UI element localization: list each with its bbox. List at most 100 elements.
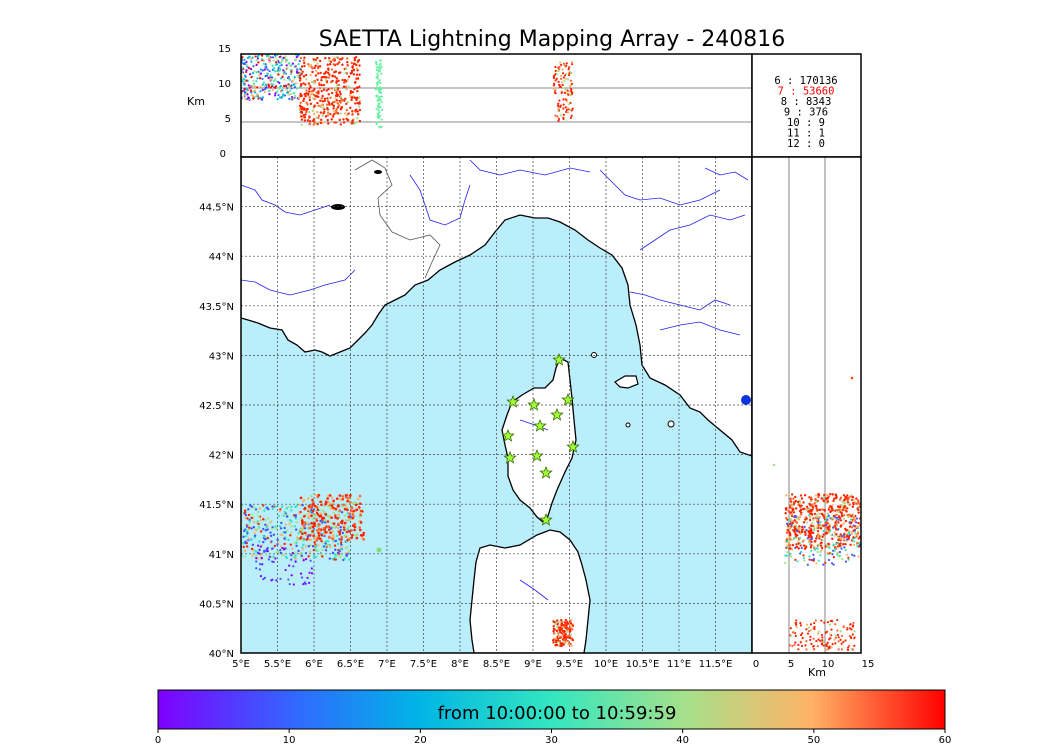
- source-dot: [807, 530, 810, 533]
- source-dot: [270, 527, 274, 531]
- source-dot: [322, 516, 326, 520]
- source-dot: [328, 63, 332, 66]
- source-dot: [568, 636, 571, 639]
- source-dot: [324, 115, 328, 118]
- source-dot: [837, 541, 840, 545]
- source-dot: [552, 76, 556, 80]
- source-dot: [348, 501, 352, 504]
- source-dot: [841, 508, 844, 512]
- source-dot: [253, 70, 256, 73]
- source-dot: [789, 504, 792, 507]
- source-dot: [285, 64, 288, 67]
- source-dot: [245, 89, 249, 92]
- source-dot: [835, 553, 839, 556]
- source-dot: [827, 531, 830, 534]
- source-dot: [283, 537, 286, 540]
- stats-row: 9 : 376: [784, 107, 828, 119]
- source-dot: [343, 112, 347, 115]
- source-dot: [790, 515, 794, 518]
- source-dot: [295, 58, 298, 61]
- source-dot: [555, 643, 559, 647]
- source-dot: [326, 525, 330, 529]
- longitude-labels: 5°E 5.5°E 6°E 6.5°E 7°E 7.5°E 8°E 8.5°E 9°E 9.5°E…: [232, 659, 732, 670]
- source-dot: [841, 500, 844, 503]
- source-dot: [348, 512, 351, 515]
- source-dot: [844, 560, 848, 563]
- source-dot: [303, 61, 306, 65]
- source-dot: [274, 92, 277, 95]
- source-dot: [794, 558, 797, 561]
- source-dot: [251, 554, 254, 557]
- source-dot: [818, 512, 821, 515]
- source-dot: [808, 502, 811, 506]
- source-dot: [336, 517, 339, 520]
- source-dot: [317, 544, 320, 547]
- source-dot: [834, 634, 837, 637]
- source-dot: [295, 55, 298, 59]
- source-dot: [803, 525, 806, 529]
- source-dot: [347, 550, 351, 553]
- source-dot: [555, 77, 558, 80]
- source-dot: [843, 499, 846, 502]
- source-dot: [380, 65, 383, 68]
- source-dot: [784, 507, 788, 510]
- source-dot: [846, 513, 849, 517]
- source-dot: [799, 552, 802, 555]
- source-dot: [335, 88, 338, 91]
- source-dot: [306, 497, 310, 500]
- source-dot: [795, 517, 799, 520]
- source-dot: [256, 86, 259, 89]
- source-dot: [794, 641, 797, 644]
- source-dot: [336, 62, 339, 66]
- right-tick-5: 5: [788, 659, 794, 670]
- source-dot: [845, 506, 848, 509]
- source-dot: [318, 82, 321, 85]
- source-dot: [794, 634, 797, 637]
- source-dot: [344, 97, 347, 100]
- source-dot: [789, 627, 792, 630]
- source-dot: [323, 528, 326, 532]
- source-dot: [298, 503, 302, 507]
- source-dot: [323, 110, 326, 114]
- source-dot: [265, 553, 268, 556]
- source-dot: [327, 93, 330, 96]
- lat-tick-label: 40°N: [209, 649, 234, 660]
- source-dot: [791, 631, 794, 634]
- source-dot: [351, 119, 354, 123]
- source-dot: [807, 626, 811, 629]
- source-dot: [312, 96, 315, 100]
- source-dot: [300, 108, 303, 111]
- source-dot: [564, 633, 567, 636]
- source-dot: [358, 528, 362, 532]
- source-dot: [808, 518, 812, 522]
- source-dot: [245, 69, 248, 72]
- source-dot: [268, 555, 271, 559]
- source-dot: [562, 623, 565, 627]
- source-dot: [839, 630, 842, 633]
- source-dot: [326, 97, 329, 100]
- source-dot: [829, 492, 832, 496]
- source-dot: [297, 54, 300, 57]
- source-dot: [807, 510, 810, 513]
- source-dot: [327, 122, 330, 125]
- source-dot: [306, 107, 309, 111]
- source-dot: [837, 528, 840, 531]
- source-dot: [244, 513, 248, 517]
- source-dot: [254, 55, 257, 58]
- source-dot: [844, 543, 847, 546]
- source-dot: [786, 518, 789, 521]
- source-dot: [356, 112, 360, 116]
- source-dot: [825, 522, 828, 525]
- source-dot: [306, 537, 309, 541]
- source-dot: [274, 525, 277, 528]
- source-dot: [857, 537, 860, 540]
- source-dot: [290, 509, 293, 512]
- source-dot: [822, 514, 825, 517]
- source-dot: [324, 513, 327, 516]
- source-dot: [822, 499, 826, 503]
- source-dot: [338, 90, 341, 93]
- source-dot: [280, 552, 283, 555]
- source-dot: [301, 523, 304, 526]
- source-dot: [852, 517, 856, 520]
- source-dot: [306, 103, 309, 106]
